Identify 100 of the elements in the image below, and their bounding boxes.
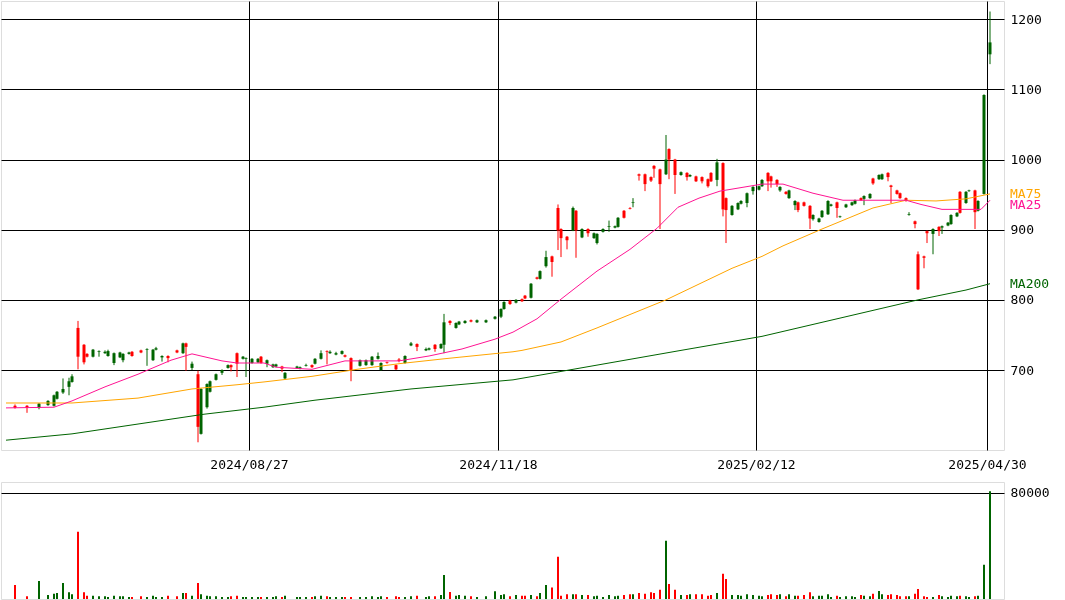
line-series: [5, 283, 991, 441]
bar: [215, 596, 217, 599]
bar: [551, 587, 553, 599]
candlestick: [664, 134, 668, 176]
bar: [731, 595, 733, 599]
bar: [722, 573, 724, 599]
candlestick: [415, 342, 419, 352]
candlestick: [808, 204, 812, 230]
bar: [494, 591, 496, 599]
bar: [500, 595, 502, 599]
bar: [989, 491, 991, 599]
bar: [767, 595, 769, 599]
bar: [434, 596, 436, 599]
candlestick: [838, 215, 842, 219]
candlestick: [145, 347, 149, 367]
candlestick: [385, 361, 389, 365]
bar: [770, 594, 772, 599]
candlestick: [433, 343, 437, 353]
candlestick: [493, 315, 497, 321]
candlestick: [685, 171, 689, 182]
bar: [881, 594, 883, 599]
bar: [515, 595, 517, 599]
bar: [530, 595, 532, 599]
bar: [410, 596, 412, 599]
candlestick: [913, 220, 917, 229]
y-tick-label: 1000: [1010, 152, 1042, 168]
candlestick: [931, 227, 935, 255]
bar: [122, 596, 124, 599]
candlestick: [220, 368, 224, 376]
series-label: MA200: [1010, 275, 1050, 291]
bar: [809, 592, 811, 599]
candlestick: [835, 201, 839, 219]
bar: [77, 531, 79, 599]
candlestick: [637, 173, 641, 182]
y-tick-label: 900: [1010, 222, 1034, 238]
candlestick: [574, 209, 578, 259]
candlestick: [679, 170, 683, 177]
bar: [650, 592, 652, 599]
candlestick: [715, 158, 719, 187]
bar: [503, 594, 505, 599]
bar: [674, 589, 676, 599]
bar: [701, 594, 703, 599]
candlestick: [607, 220, 611, 233]
bar: [917, 589, 919, 599]
candlestick: [166, 354, 170, 363]
bar: [176, 596, 178, 599]
bar: [896, 595, 898, 599]
bar: [890, 594, 892, 599]
bar: [659, 589, 661, 599]
candlestick: [229, 363, 233, 372]
y-tick-label: 1200: [1010, 11, 1042, 27]
candlestick: [940, 225, 944, 235]
candlestick: [226, 363, 230, 370]
bar: [509, 596, 511, 599]
bar: [725, 578, 727, 599]
bar: [644, 593, 646, 599]
bar: [470, 596, 472, 599]
bar: [557, 556, 559, 599]
bar: [983, 564, 985, 599]
candlestick: [97, 349, 101, 358]
bar: [53, 593, 55, 599]
candlestick: [409, 341, 413, 347]
bar: [71, 594, 73, 599]
candlestick: [586, 227, 590, 238]
bar: [680, 595, 682, 599]
bar: [623, 595, 625, 599]
bar: [566, 594, 568, 599]
x-tick-label: 2025/04/30: [948, 456, 1027, 472]
bar: [665, 540, 667, 599]
candlestick: [907, 211, 911, 217]
bar: [899, 596, 901, 599]
candlestick: [922, 255, 926, 269]
candlestick: [601, 227, 605, 234]
bar: [695, 594, 697, 599]
bar: [716, 593, 718, 599]
candlestick: [667, 147, 671, 180]
bar: [812, 596, 814, 599]
candlestick: [310, 363, 314, 369]
candlestick: [448, 319, 452, 326]
bar: [197, 583, 199, 599]
series-label: MA75: [1010, 185, 1042, 201]
candlestick: [67, 377, 71, 396]
candlestick: [325, 349, 329, 365]
candlestick: [520, 297, 524, 303]
y-tick-label: 700: [1010, 362, 1034, 378]
bar: [62, 583, 64, 599]
candlestick: [544, 250, 548, 269]
bar: [98, 596, 100, 599]
candlestick: [811, 213, 815, 222]
candlestick: [925, 229, 929, 244]
bar: [545, 584, 547, 599]
candlestick: [652, 164, 656, 179]
candlestick: [886, 171, 890, 182]
bar: [668, 583, 670, 599]
bar: [485, 596, 487, 599]
y-tick-label: 80000: [1010, 485, 1050, 501]
bar: [56, 593, 58, 599]
candlestick: [937, 225, 941, 237]
candlestick: [571, 206, 575, 232]
bar: [449, 591, 451, 599]
